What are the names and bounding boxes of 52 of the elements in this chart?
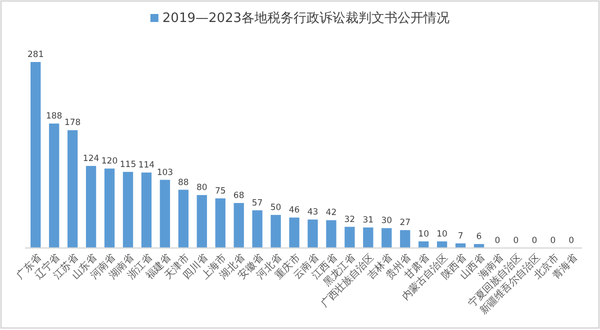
data-label: 103 [156,168,174,178]
bar [122,172,134,248]
data-label: 68 [233,190,244,201]
data-label: 115 [120,160,136,170]
data-label: 10 [418,229,429,240]
bar [400,230,410,248]
data-label: 42 [326,208,337,218]
data-label: 188 [46,112,62,122]
data-label: 27 [400,218,411,228]
data-label: 120 [101,156,118,167]
data-label: 0 [568,236,574,246]
bar [215,198,226,248]
data-label: 6 [476,232,482,242]
data-label: 178 [64,118,81,128]
data-label: 0 [513,236,519,246]
bar [86,166,96,248]
data-label: 80 [196,183,208,194]
data-label: 75 [214,186,226,196]
bar [382,228,392,248]
data-label: 43 [307,208,318,218]
data-label: 50 [270,202,282,213]
data-label: 31 [362,215,374,226]
bar [252,210,262,248]
data-label: 7 [458,231,464,242]
bar [104,168,115,248]
data-label: 32 [344,214,356,225]
data-label: 46 [288,206,300,216]
data-label: 0 [550,236,556,246]
data-label: 57 [252,198,263,208]
bar [234,202,244,248]
data-label: 124 [82,154,100,164]
bar [67,130,78,248]
bar [178,190,188,248]
bar [344,226,355,248]
bar [308,220,318,248]
bar [363,227,374,248]
data-label: 114 [138,160,155,171]
data-label: 0 [532,236,538,246]
bar [196,195,207,248]
bar [160,180,170,248]
bar [30,62,41,248]
legend-label: 2019—2023各地税务行政诉讼裁判文书公开情况 [162,11,450,26]
data-label: 281 [28,50,44,60]
data-label: 30 [381,216,392,226]
bar [141,172,152,248]
bar [289,218,300,248]
data-label: 0 [494,236,500,246]
bar [270,214,281,248]
bar [49,124,60,248]
data-label: 88 [178,178,189,188]
bar [326,220,336,248]
data-label: 10 [436,229,448,240]
